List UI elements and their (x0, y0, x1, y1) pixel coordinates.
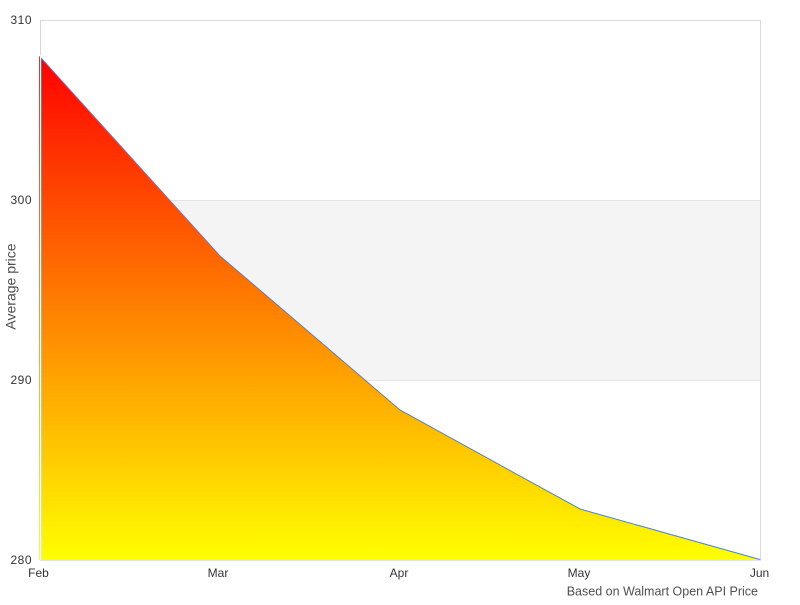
svg-text:Apr: Apr (390, 566, 409, 580)
svg-text:Mar: Mar (208, 566, 229, 580)
svg-text:Jun: Jun (750, 566, 769, 580)
svg-text:May: May (568, 566, 591, 580)
svg-text:Based on Walmart Open API Pric: Based on Walmart Open API Price (567, 585, 758, 599)
svg-text:Average price: Average price (3, 243, 19, 329)
svg-text:300: 300 (10, 193, 32, 207)
svg-text:290: 290 (10, 373, 32, 387)
svg-text:310: 310 (10, 13, 32, 27)
svg-text:280: 280 (10, 553, 32, 567)
svg-text:Feb: Feb (28, 566, 49, 580)
